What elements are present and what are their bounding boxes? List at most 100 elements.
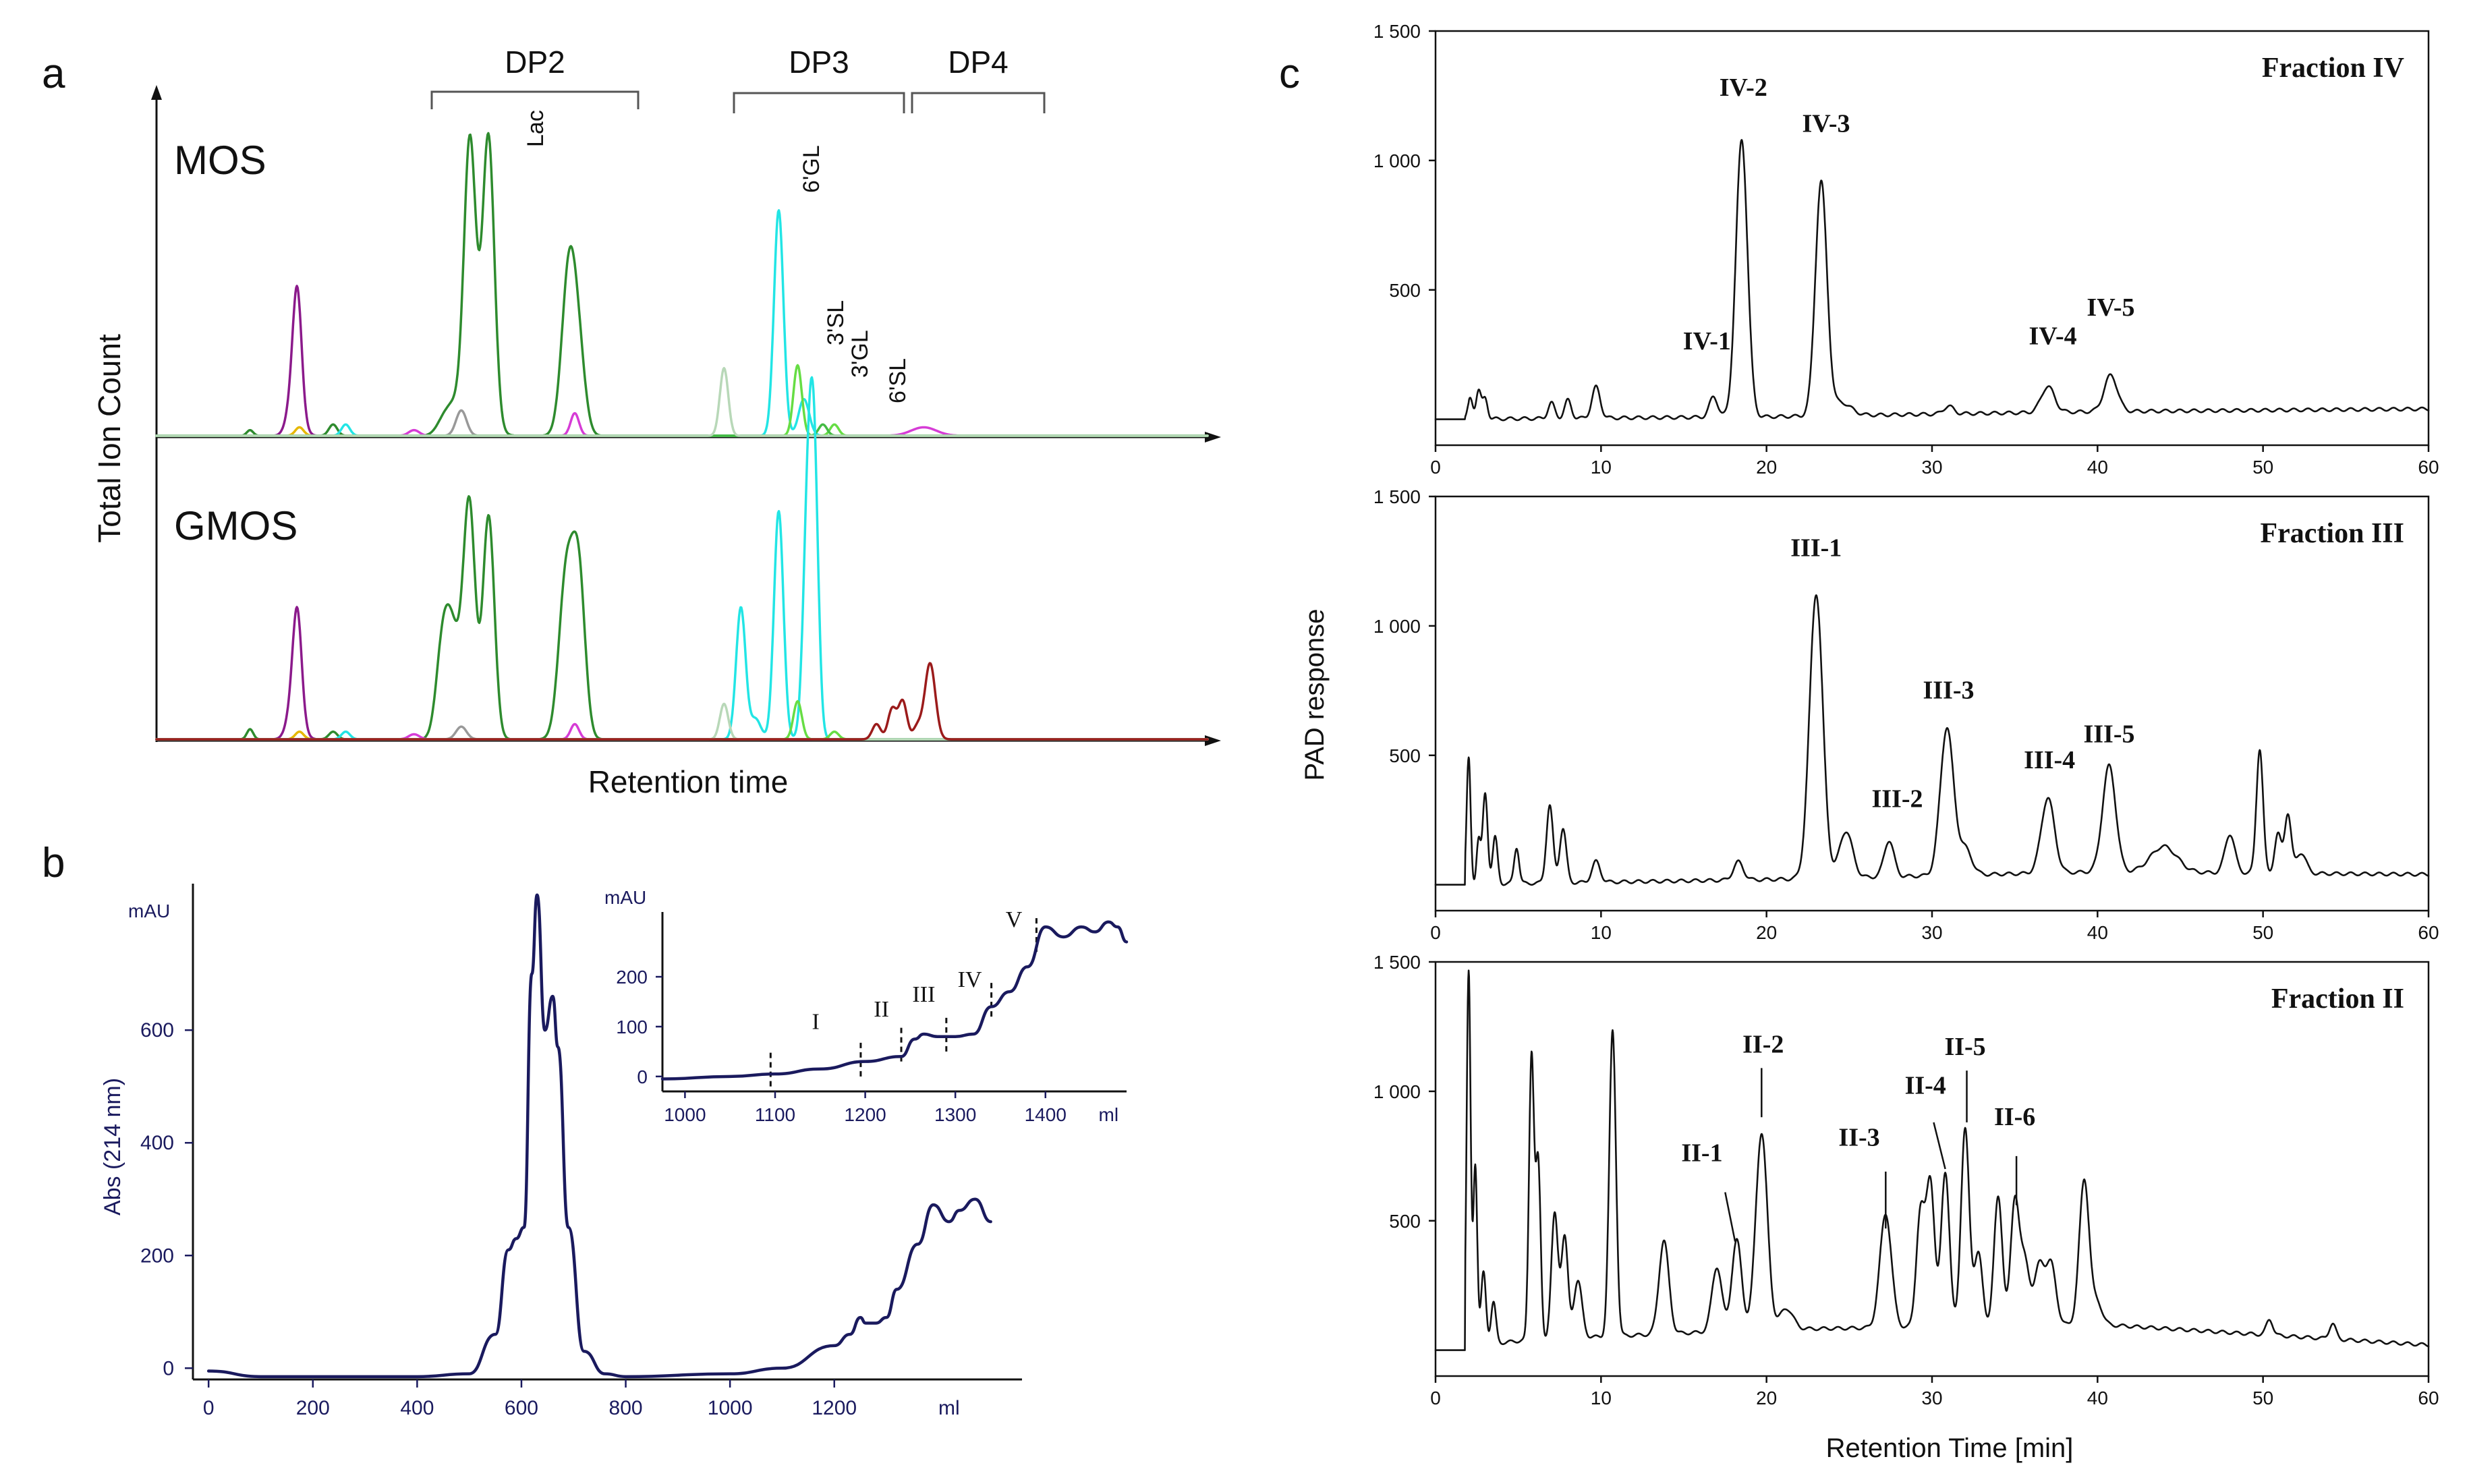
- b-xtick-label: 0: [203, 1397, 215, 1419]
- b-main-line: [206, 893, 992, 1379]
- c-xtick-label: 60: [2418, 922, 2439, 943]
- trace-a-gmos-darkred: [155, 662, 1209, 741]
- peak-annotation: IV-4: [2029, 322, 2077, 350]
- mos-label: MOS: [174, 138, 266, 183]
- peak-annotation: IV-5: [2087, 293, 2134, 322]
- c-ytick-label: 1 500: [1373, 21, 1421, 42]
- trace-a-gmos-gray: [155, 725, 1209, 741]
- inset-line: [660, 920, 1129, 1081]
- inset-xtick-label: 1100: [755, 1104, 795, 1125]
- fraction-iv-chart: 0 10 20 30 40 50 60 500 1 000 1 500 Fraction IV IV-…: [1373, 21, 2439, 478]
- panel-a-xlabel: Retention time: [588, 764, 789, 799]
- trace-a-mos-purple: [155, 285, 1209, 437]
- c-xtick-label: 0: [1430, 1388, 1441, 1408]
- dp2-label: DP2: [505, 45, 565, 80]
- peak-annotation: II-2: [1742, 1030, 1784, 1058]
- inset-xtick-label: 1300: [934, 1104, 976, 1125]
- plot-frame: [1434, 961, 2430, 1377]
- panel-a-ylabel: Total Ion Count: [92, 334, 127, 543]
- inset-unit: mAU: [604, 887, 646, 908]
- chromatogram-c-fraction-ii: [1434, 969, 2430, 1351]
- panel-b-letter: b: [42, 840, 65, 886]
- plot-frame: [1434, 30, 2430, 447]
- peak-annotation: II-6: [1994, 1103, 2035, 1131]
- panel-c-letter: c: [1279, 51, 1300, 97]
- b-xtick-label: 600: [505, 1397, 538, 1419]
- fraction-title: Fraction II: [2271, 983, 2404, 1015]
- peak-annotation: II-5: [1944, 1033, 1985, 1061]
- c-ytick-label: 500: [1389, 745, 1421, 766]
- inset-xtick-label: 1000: [664, 1104, 706, 1125]
- b-xtick-label: 400: [400, 1397, 434, 1419]
- inset-ytick-label: 0: [637, 1066, 648, 1087]
- panel-c-xlabel: Retention Time [min]: [1826, 1433, 2074, 1463]
- panel-b-ylabel: Abs (214 nm): [100, 1078, 125, 1216]
- inset-trace: [660, 920, 1129, 1081]
- c-xtick-label: 20: [1756, 1388, 1777, 1408]
- panel-b-trace: [206, 893, 992, 1379]
- c-ytick-label: 1 000: [1373, 1081, 1421, 1102]
- c-xtick-label: 30: [1921, 457, 1942, 478]
- trace-a-gmos-pale: [155, 702, 1209, 741]
- panel-a-top-x-arrow: [1205, 432, 1221, 443]
- panel-a-bottom-x-arrow: [1205, 735, 1221, 746]
- b-xtick-label: 1000: [708, 1397, 753, 1419]
- c-xtick-label: 10: [1591, 457, 1612, 478]
- peak-label-6sl: 6'SL: [885, 358, 911, 403]
- c-xtick-label: 40: [2087, 922, 2108, 943]
- inset-fraction-label: II: [874, 997, 889, 1022]
- inset-fraction-label: V: [1006, 907, 1023, 932]
- chromatogram-c-fraction-iv: [1434, 139, 2430, 422]
- b-xunit: ml: [938, 1397, 960, 1419]
- peak-annotation: IV-2: [1720, 74, 1767, 102]
- c-ytick-label: 500: [1389, 280, 1421, 301]
- b-xtick-label: 200: [296, 1397, 330, 1419]
- annotation-leader: [1724, 1192, 1736, 1242]
- peak-annotation: III-1: [1790, 534, 1842, 562]
- inset-ytick-label: 100: [616, 1017, 648, 1037]
- dp2-bracket: [430, 90, 640, 109]
- peak-annotation: III-2: [1871, 785, 1923, 814]
- dp4-bracket: [911, 92, 1046, 113]
- b-ytick-label: 0: [163, 1357, 174, 1379]
- annotation-leader: [1933, 1122, 1946, 1170]
- peak-label-3gl: 3'GL: [847, 330, 873, 378]
- fraction-iii-chart: 0 10 20 30 40 50 60 500 1 000 1 500 Fraction III II…: [1373, 486, 2439, 943]
- peak-annotation: II-3: [1838, 1123, 1879, 1151]
- inset-fraction-label: I: [812, 1010, 819, 1035]
- c-ytick-label: 500: [1389, 1211, 1421, 1232]
- inset-xunit: ml: [1099, 1104, 1119, 1125]
- inset-xtick-label: 1400: [1025, 1104, 1067, 1125]
- inset-ticks: 1000 1100 1200 1300 1400 ml 0 100 200: [616, 967, 1118, 1125]
- c-xtick-label: 10: [1591, 922, 1612, 943]
- trace-a-gmos-magenta: [155, 722, 1209, 741]
- c-xtick-label: 0: [1430, 922, 1441, 943]
- c-xtick-label: 50: [2252, 1388, 2273, 1408]
- c-xtick-label: 40: [2087, 1388, 2108, 1408]
- c-xtick-label: 30: [1921, 1388, 1942, 1408]
- b-xtick-label: 800: [609, 1397, 643, 1419]
- c-xtick-label: 60: [2418, 457, 2439, 478]
- peak-annotation: III-3: [1923, 676, 1975, 704]
- fraction-title: Fraction IV: [2262, 53, 2404, 84]
- gmos-label: GMOS: [174, 503, 297, 548]
- c-ytick-label: 1 500: [1373, 952, 1421, 973]
- peak-label-6gl: 6'GL: [799, 145, 824, 193]
- dp4-label: DP4: [948, 45, 1008, 80]
- inset-fraction-label: IV: [958, 967, 982, 992]
- c-xtick-label: 50: [2252, 457, 2273, 478]
- b-xtick-label: 1200: [812, 1397, 857, 1419]
- panel-a-y-arrow: [151, 85, 162, 100]
- fraction-title: Fraction III: [2261, 518, 2405, 549]
- panel-b: b mAU Abs (214 nm) 0 200 400 600 800 1000 1200…: [42, 840, 1129, 1419]
- peak-annotation: IV-1: [1683, 327, 1731, 355]
- trace-a-mos-gray: [155, 409, 1209, 437]
- peak-annotation: III-5: [2083, 720, 2134, 749]
- b-ytick-label: 200: [140, 1245, 174, 1267]
- fraction-ii-chart: 0 10 20 30 40 50 60 500 1 000 1 500 Fraction II II-…: [1373, 952, 2439, 1408]
- c-xtick-label: 30: [1921, 922, 1942, 943]
- inset-xtick-label: 1200: [844, 1104, 886, 1125]
